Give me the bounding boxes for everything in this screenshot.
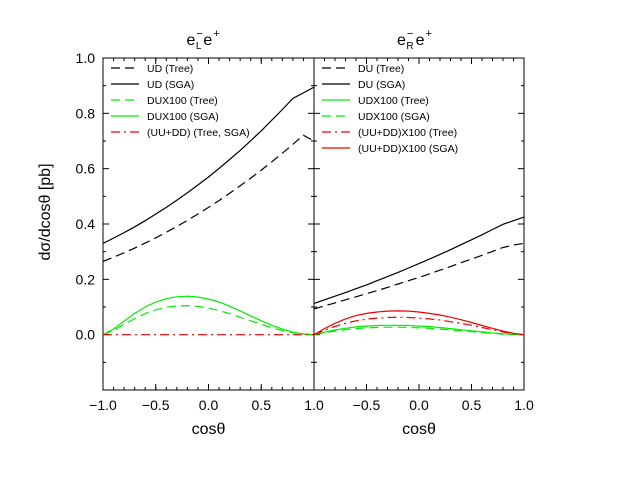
- legend-label: UD (Tree): [147, 63, 193, 75]
- y-axis-title: dσ/dcosθ [pb]: [37, 163, 54, 260]
- legend-label: DUX100 (SGA): [147, 111, 219, 123]
- plot-frame: [313, 57, 525, 391]
- y-tick-label: 0.4: [76, 216, 96, 232]
- series-line: [313, 316, 525, 336]
- x-tick-label: −0.5: [353, 397, 381, 413]
- series-line: [313, 216, 525, 304]
- series-line: [102, 86, 315, 244]
- legend-label: (UU+DD) (Tree, SGA): [147, 127, 250, 139]
- legend-label: DU (SGA): [358, 79, 405, 91]
- x-tick-label: 1.0: [514, 397, 534, 413]
- y-tick-label: 0.2: [76, 271, 96, 287]
- y-tick-label: 0.8: [76, 105, 96, 121]
- series-line: [102, 295, 315, 336]
- x-tick-label: 0.0: [409, 397, 429, 413]
- series-line: [102, 134, 315, 262]
- legend-label: UDX100 (SGA): [358, 111, 430, 123]
- x-tick-label: 0.5: [462, 397, 482, 413]
- legend-label: (UU+DD)X100 (SGA): [358, 143, 458, 155]
- y-tick-label: 1.0: [76, 50, 96, 66]
- y-tick-label: 0.0: [76, 327, 96, 343]
- series-line: [313, 326, 525, 336]
- series-line: [313, 242, 525, 310]
- series-line: [102, 304, 315, 336]
- x-axis-title: cosθ: [402, 421, 436, 438]
- x-tick-label: −0.5: [142, 397, 170, 413]
- legend-label: DU (Tree): [358, 63, 404, 75]
- plot-frame: [102, 57, 315, 391]
- x-tick-label: 0.0: [199, 397, 219, 413]
- x-tick-label: −1.0: [89, 397, 117, 413]
- legend-label: UDX100 (Tree): [358, 95, 429, 107]
- series-line: [313, 310, 525, 336]
- legend-label: UD (SGA): [147, 79, 194, 91]
- y-tick-label: 0.6: [76, 161, 96, 177]
- x-tick-label: 1.0: [304, 397, 324, 413]
- legend-label: DUX100 (Tree): [147, 95, 218, 107]
- x-tick-label: 0.5: [252, 397, 272, 413]
- x-axis-title: cosθ: [192, 421, 226, 438]
- legend-label: (UU+DD)X100 (Tree): [358, 127, 457, 139]
